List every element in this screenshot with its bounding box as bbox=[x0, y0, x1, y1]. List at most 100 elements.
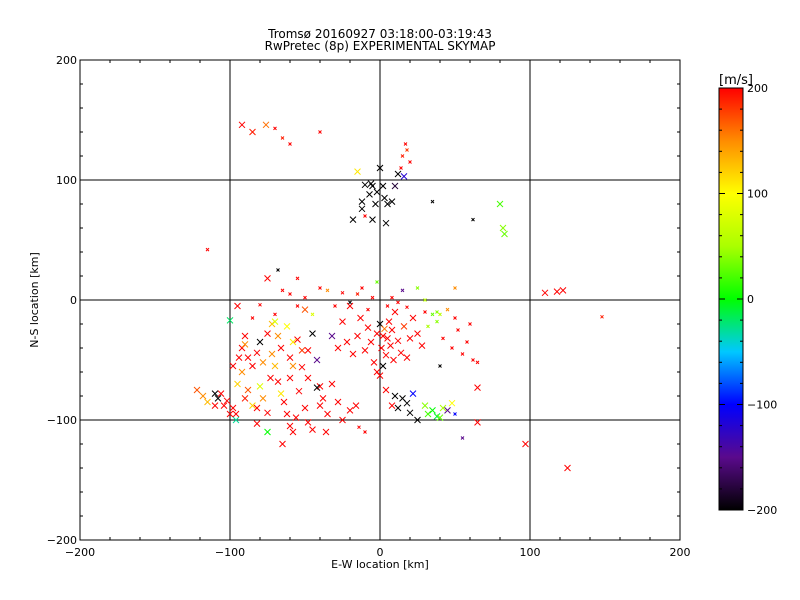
data-point bbox=[319, 395, 327, 402]
data-point bbox=[370, 295, 375, 300]
data-point bbox=[388, 326, 396, 334]
data-point bbox=[366, 191, 373, 198]
data-point bbox=[286, 374, 294, 382]
data-point bbox=[396, 300, 400, 305]
data-point bbox=[438, 364, 442, 368]
data-point bbox=[295, 304, 300, 308]
data-point bbox=[387, 342, 394, 349]
data-point bbox=[264, 330, 271, 337]
data-point bbox=[271, 318, 279, 325]
data-point bbox=[373, 330, 381, 337]
data-point bbox=[600, 314, 604, 319]
x-tick-label: −100 bbox=[215, 546, 245, 559]
data-point bbox=[391, 392, 399, 400]
data-point bbox=[267, 374, 274, 382]
data-point bbox=[304, 374, 312, 382]
data-point bbox=[400, 173, 408, 180]
data-point bbox=[205, 247, 210, 252]
data-point bbox=[280, 398, 288, 406]
data-point bbox=[475, 360, 480, 365]
data-point bbox=[288, 142, 292, 146]
data-point bbox=[193, 386, 201, 394]
data-point bbox=[229, 404, 237, 412]
data-point bbox=[553, 288, 561, 295]
data-point bbox=[439, 404, 447, 412]
data-point bbox=[358, 198, 366, 205]
data-point bbox=[262, 121, 270, 129]
data-point bbox=[426, 324, 430, 329]
data-point bbox=[318, 286, 322, 290]
x-tick-label: 200 bbox=[670, 546, 691, 559]
data-point bbox=[324, 410, 331, 418]
data-point bbox=[253, 349, 261, 357]
data-point bbox=[541, 289, 549, 297]
data-point bbox=[382, 351, 390, 359]
data-point bbox=[220, 402, 228, 409]
data-point bbox=[253, 420, 261, 427]
data-point bbox=[367, 338, 375, 346]
data-point bbox=[414, 330, 421, 337]
data-point bbox=[295, 387, 303, 395]
colorbar-tick-label: 0 bbox=[747, 293, 754, 306]
data-point bbox=[403, 354, 411, 361]
data-point bbox=[381, 325, 388, 333]
data-point bbox=[448, 399, 456, 407]
data-point bbox=[382, 219, 390, 227]
data-point bbox=[390, 356, 397, 364]
data-point bbox=[415, 286, 420, 290]
data-point bbox=[232, 410, 240, 418]
data-point bbox=[232, 416, 240, 424]
data-point bbox=[400, 288, 405, 293]
data-point bbox=[453, 286, 457, 290]
data-point bbox=[271, 362, 279, 370]
data-point bbox=[376, 164, 384, 172]
data-point bbox=[465, 340, 469, 344]
y-tick-label: 100 bbox=[56, 174, 77, 187]
data-point bbox=[217, 390, 225, 397]
data-point bbox=[363, 214, 367, 218]
data-point bbox=[303, 295, 307, 300]
data-point bbox=[435, 319, 439, 324]
data-point bbox=[378, 344, 385, 352]
data-point bbox=[409, 314, 417, 322]
data-point bbox=[376, 372, 384, 379]
data-point bbox=[310, 312, 315, 317]
data-point bbox=[409, 390, 417, 397]
y-tick-label: −100 bbox=[47, 414, 77, 427]
data-point bbox=[346, 302, 354, 310]
data-point bbox=[343, 338, 351, 346]
data-point bbox=[204, 398, 211, 406]
data-point bbox=[361, 181, 369, 189]
data-point bbox=[348, 300, 352, 305]
data-point bbox=[264, 409, 271, 417]
data-point bbox=[214, 395, 222, 402]
data-point bbox=[328, 380, 336, 388]
data-point bbox=[223, 397, 231, 405]
x-tick-label: −200 bbox=[65, 546, 95, 559]
data-point bbox=[295, 276, 300, 281]
data-point bbox=[366, 307, 370, 312]
data-point bbox=[403, 142, 408, 146]
data-point bbox=[384, 200, 391, 208]
data-point bbox=[313, 384, 321, 391]
data-point bbox=[268, 350, 276, 358]
data-point bbox=[564, 464, 571, 472]
data-point bbox=[226, 317, 234, 324]
colorbar-tick-label: 200 bbox=[747, 82, 768, 95]
data-point bbox=[211, 402, 219, 409]
data-point bbox=[286, 422, 294, 430]
data-point bbox=[352, 402, 360, 409]
chart-title: Tromsø 20160927 03:18:00-03:19:43 bbox=[267, 27, 492, 41]
data-point bbox=[367, 180, 375, 187]
data-point bbox=[388, 402, 396, 409]
data-point bbox=[241, 395, 249, 402]
data-point bbox=[259, 359, 267, 366]
data-point bbox=[274, 332, 282, 340]
data-point bbox=[249, 128, 256, 136]
data-point bbox=[279, 440, 286, 448]
data-point bbox=[273, 312, 277, 317]
x-axis-label: E-W location [km] bbox=[331, 558, 429, 571]
axis-ticks bbox=[79, 59, 681, 541]
data-point bbox=[360, 286, 364, 290]
data-point bbox=[375, 280, 379, 284]
